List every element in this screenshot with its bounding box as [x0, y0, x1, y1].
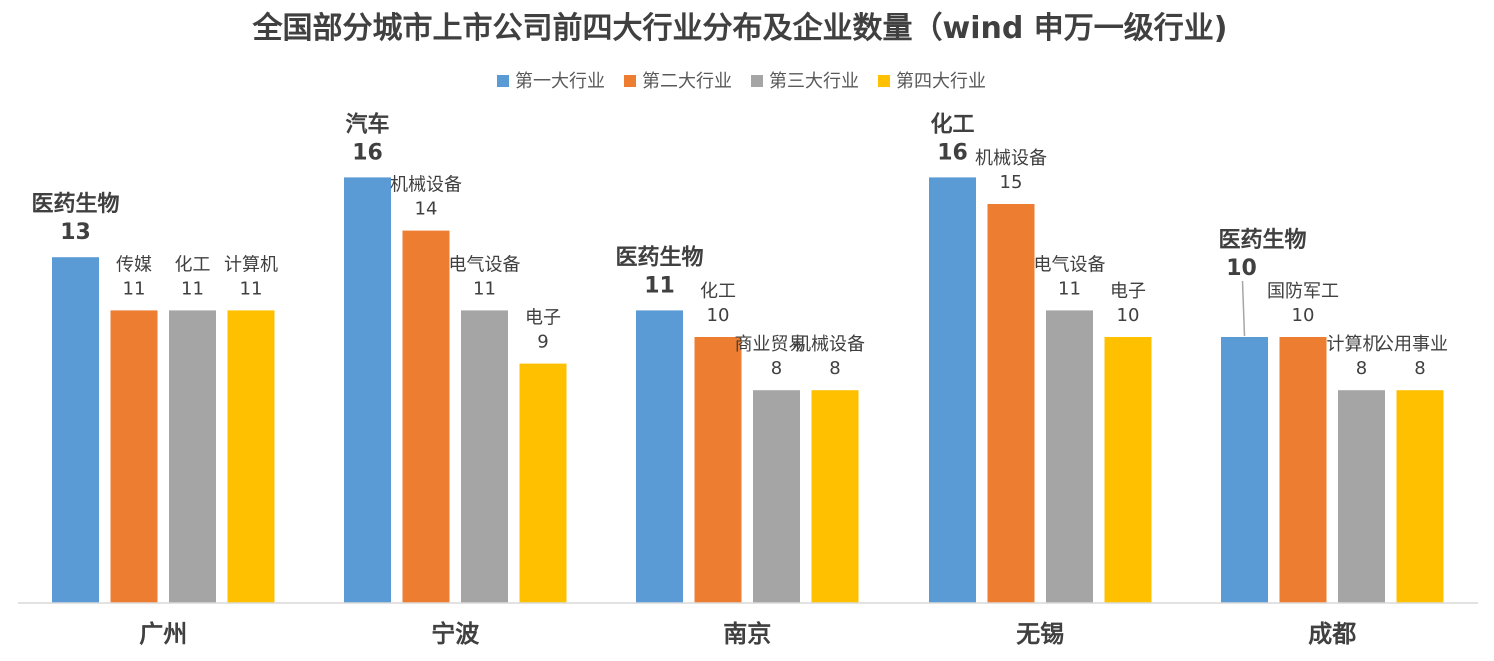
value-label-3-3: 8 [771, 358, 782, 379]
bar-5-3 [1338, 390, 1385, 603]
bar-3-4 [811, 390, 859, 603]
industry-label-1-4: 计算机 [224, 254, 278, 275]
value-label-4-3: 11 [1058, 278, 1081, 299]
value-label-1-1: 13 [60, 220, 91, 245]
category-label-1: 广州 [139, 620, 187, 648]
value-label-5-3: 8 [1356, 358, 1367, 379]
bar-1-1 [52, 257, 99, 603]
value-label-3-2: 10 [707, 305, 730, 326]
legend-label-3: 第三大行业 [769, 71, 859, 92]
value-label-1-2: 11 [123, 278, 146, 299]
industry-label-4-3: 电气设备 [1034, 254, 1106, 275]
value-label-2-1: 16 [352, 140, 383, 165]
leader-line [1241, 280, 1246, 337]
industry-label-5-2: 国防军工 [1267, 281, 1339, 302]
bar-4-4 [1104, 337, 1152, 603]
industry-label-1-1: 医药生物 [31, 191, 119, 217]
bar-3-2 [694, 337, 742, 603]
legend-label-1: 第一大行业 [515, 71, 605, 92]
value-label-2-3: 11 [473, 278, 496, 299]
industry-label-5-4: 公用事业 [1376, 334, 1448, 355]
bars-group [52, 177, 1444, 603]
industry-label-2-3: 电气设备 [449, 254, 521, 275]
industry-label-2-2: 机械设备 [390, 175, 462, 196]
bar-2-1 [344, 177, 391, 603]
bar-4-1 [929, 177, 976, 603]
industry-label-1-3: 化工 [175, 254, 211, 275]
value-label-4-4: 10 [1117, 305, 1140, 326]
value-label-5-2: 10 [1292, 305, 1315, 326]
legend-label-4: 第四大行业 [896, 71, 986, 92]
industry-label-4-4: 电子 [1110, 281, 1146, 302]
bar-4-2 [987, 204, 1035, 603]
industry-label-5-1: 医药生物 [1218, 227, 1306, 253]
value-label-4-1: 16 [937, 140, 968, 165]
bar-1-3 [169, 310, 216, 603]
category-label-3: 南京 [723, 620, 771, 648]
value-label-3-1: 11 [644, 273, 675, 298]
value-label-5-4: 8 [1414, 358, 1425, 379]
category-label-4: 无锡 [1016, 620, 1064, 648]
legend-swatch-4 [878, 75, 890, 87]
value-label-3-4: 8 [829, 358, 840, 379]
legend-swatch-3 [751, 75, 763, 87]
bar-4-3 [1046, 310, 1093, 603]
industry-label-4-1: 化工 [930, 111, 974, 137]
legend: 第一大行业 第二大行业 第三大行业 第四大行业 [497, 71, 986, 92]
industry-label-1-2: 传媒 [116, 254, 152, 275]
category-label-2: 宁波 [431, 620, 480, 648]
bar-3-3 [753, 390, 800, 603]
value-label-1-3: 11 [181, 278, 204, 299]
bar-5-2 [1279, 337, 1327, 603]
value-label-1-4: 11 [240, 278, 263, 299]
legend-label-2: 第二大行业 [642, 71, 732, 92]
value-label-2-4: 9 [537, 332, 548, 353]
chart-title: 全国部分城市上市公司前四大行业分布及企业数量（wind 申万一级行业) [252, 11, 1228, 46]
value-label-4-2: 15 [1000, 172, 1023, 193]
category-labels-group: 广州 宁波 南京 无锡 成都 [139, 620, 1356, 648]
industry-label-3-1: 医药生物 [615, 244, 703, 270]
legend-swatch-2 [624, 75, 636, 87]
category-label-5: 成都 [1308, 620, 1356, 648]
bar-2-2 [402, 230, 450, 603]
bar-3-1 [636, 310, 683, 603]
industry-label-2-1: 汽车 [345, 111, 389, 137]
industry-label-2-4: 电子 [525, 308, 561, 329]
value-label-2-2: 14 [415, 199, 438, 220]
legend-swatch-1 [497, 75, 509, 87]
value-label-5-1: 10 [1226, 256, 1257, 281]
bar-5-1 [1221, 337, 1268, 603]
bar-2-3 [461, 310, 508, 603]
industry-label-3-4: 机械设备 [793, 334, 865, 355]
industry-label-3-3: 商业贸易 [735, 334, 807, 355]
industry-label-5-3: 计算机 [1327, 334, 1381, 355]
bar-5-4 [1396, 390, 1444, 603]
bar-2-4 [519, 363, 567, 603]
bar-1-2 [110, 310, 158, 603]
bar-1-4 [227, 310, 275, 603]
industry-label-3-2: 化工 [700, 281, 736, 302]
industry-label-4-2: 机械设备 [975, 148, 1047, 169]
data-labels-group: 医药生物 13 传媒 11 化工 11 计算机 11 汽车 16 机械设备 14 电气设备 11 电子 9 医药… [31, 111, 1448, 379]
